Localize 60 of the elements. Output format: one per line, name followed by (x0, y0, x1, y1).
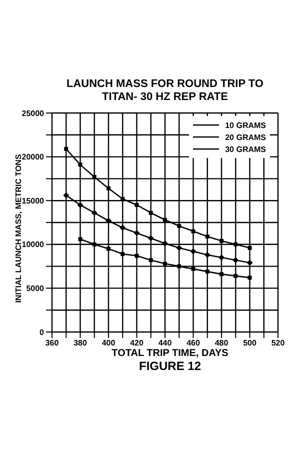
point (163, 218, 167, 222)
point (191, 229, 196, 234)
point (134, 254, 139, 258)
point (220, 238, 224, 243)
x-tick-label: 520 (271, 338, 286, 348)
point (177, 224, 182, 228)
y-tick-label: 0 (40, 328, 45, 337)
point (177, 264, 182, 268)
point (220, 272, 224, 276)
point (106, 246, 110, 251)
point (78, 162, 82, 167)
point (148, 258, 153, 262)
caption: FIGURE 12 (138, 359, 202, 373)
point (234, 242, 238, 246)
x-tick-label: 420 (130, 338, 144, 348)
y-tick-label: 20000 (22, 152, 45, 162)
point (148, 235, 154, 242)
point (106, 218, 112, 224)
point (205, 234, 210, 239)
point (248, 246, 252, 250)
point (246, 260, 253, 266)
y-axis-title: INITIAL LAUNCH MASS, METRIC TONS (14, 154, 22, 302)
point (64, 146, 68, 151)
y-tick-label: 25000 (22, 108, 45, 118)
x-tick-label: 440 (158, 338, 172, 348)
point (134, 202, 139, 207)
point (63, 192, 70, 198)
point (77, 202, 84, 208)
x-tick-label: 460 (186, 338, 200, 348)
point (234, 274, 238, 278)
point (176, 244, 182, 251)
point (92, 174, 96, 179)
x-tick-label: 360 (45, 338, 60, 348)
legend-label: 20 GRAMS (225, 132, 266, 142)
x-tick-label: 380 (74, 338, 88, 348)
point (120, 224, 126, 231)
y-tick-label: 10000 (22, 240, 45, 250)
point (191, 266, 196, 271)
point (92, 242, 96, 246)
point (163, 262, 167, 266)
y-tick-label: 5000 (26, 284, 45, 294)
legend-label: 30 GRAMS (225, 144, 266, 154)
point (120, 252, 125, 256)
point (91, 210, 98, 216)
x-tick-label: 480 (214, 338, 229, 348)
point (134, 230, 140, 236)
x-tick-label: 500 (243, 338, 257, 348)
y-tick-label: 15000 (22, 196, 45, 206)
point (106, 186, 110, 190)
chart-title: LAUNCH MASS FOR ROUND TRIP TO TITAN- 30 HZ REP RATE (66, 77, 264, 105)
point (78, 237, 82, 242)
x-tick-label: 400 (102, 338, 116, 348)
point (204, 252, 210, 258)
x-axis-title: TOTAL TRIP TIME, DAYS (110, 348, 230, 359)
point (232, 257, 239, 264)
point (148, 210, 153, 215)
point (190, 248, 196, 254)
legend-label: 10 GRAMS (225, 120, 266, 130)
point (205, 270, 210, 274)
point (248, 276, 252, 280)
